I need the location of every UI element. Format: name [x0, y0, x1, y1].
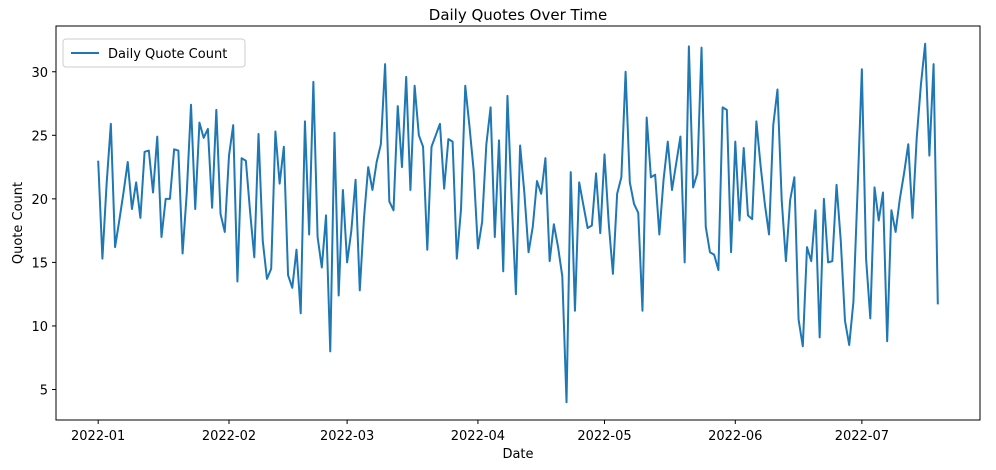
x-tick-label: 2022-07 [835, 429, 889, 444]
y-axis-ticks: 5 10 15 20 25 30 [31, 66, 56, 398]
legend: Daily Quote Count [62, 38, 246, 68]
chart-title: Daily Quotes Over Time [429, 6, 607, 24]
legend-box [62, 38, 246, 68]
x-tick-label: 2022-01 [71, 429, 125, 444]
y-tick-label: 10 [31, 320, 48, 335]
y-tick-label: 5 [40, 383, 48, 398]
x-tick-label: 2022-04 [451, 429, 505, 444]
x-axis-ticks: 2022-01 2022-02 2022-03 2022-04 2022-05 2022-… [71, 420, 889, 444]
x-tick-label: 2022-05 [577, 429, 631, 444]
plot-frame [55, 25, 981, 421]
series-layer [97, 42, 939, 404]
legend-entry: Daily Quote Count [108, 47, 227, 62]
y-tick-label: 15 [31, 256, 48, 271]
x-tick-label: 2022-06 [708, 429, 762, 444]
x-axis-label: Date [502, 447, 533, 462]
y-tick-label: 20 [31, 193, 48, 208]
y-tick-label: 30 [31, 66, 48, 81]
y-tick-label: 25 [31, 129, 48, 144]
x-tick-label: 2022-02 [202, 429, 256, 444]
series-line-0 [97, 42, 939, 404]
y-axis-label: Quote Count [11, 182, 26, 264]
x-tick-label: 2022-03 [320, 429, 374, 444]
